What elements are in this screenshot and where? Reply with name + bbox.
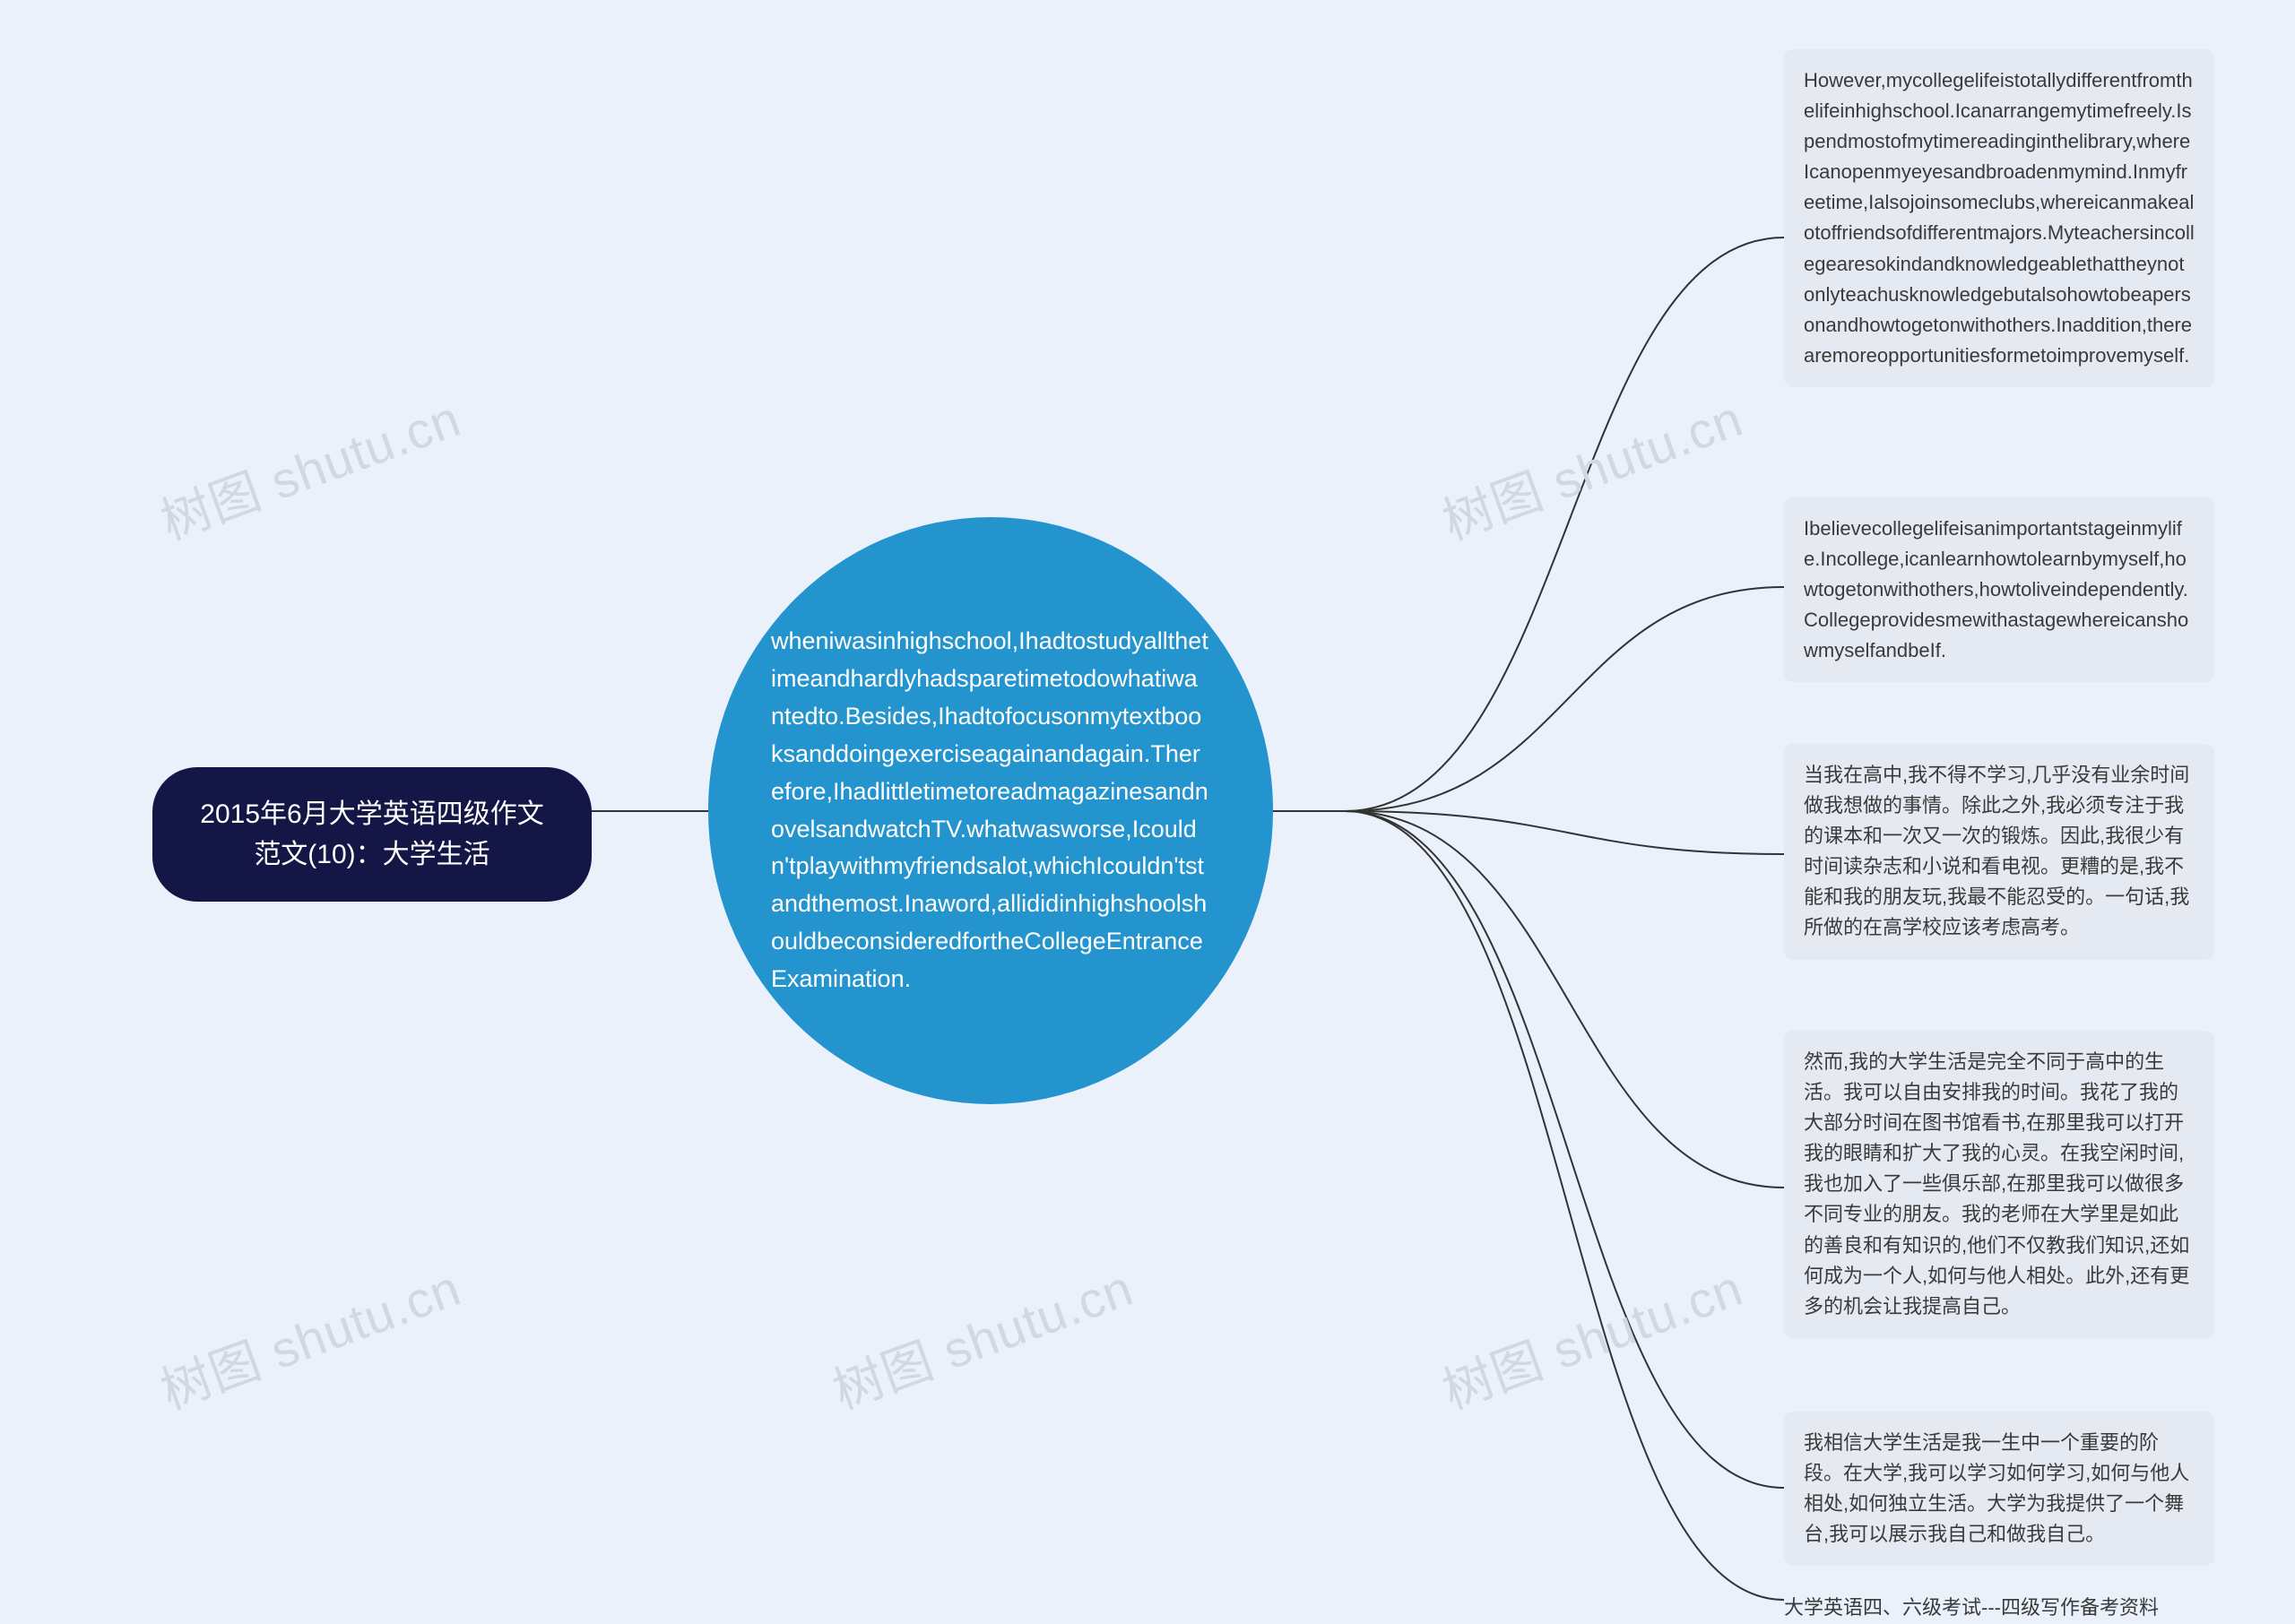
leaf-node-2[interactable]: 当我在高中,我不得不学习,几乎没有业余时间做我想做的事情。除此之外,我必须专注于… <box>1784 744 2214 960</box>
central-node-text: wheniwasinhighschool,Ihadtostudyalltheti… <box>771 623 1210 998</box>
leaf-text: 然而,我的大学生活是完全不同于高中的生活。我可以自由安排我的时间。我花了我的大部… <box>1804 1050 2189 1317</box>
edge-leaf-1 <box>1345 587 1784 811</box>
root-node-text: 2015年6月大学英语四级作文范文(10)：大学生活 <box>200 799 543 869</box>
edge-leaf-0 <box>1345 238 1784 811</box>
edge-leaf-2 <box>1345 811 1784 854</box>
mindmap-canvas: 树图 shutu.cn 树图 shutu.cn 树图 shutu.cn 树图 s… <box>0 0 2295 1620</box>
leaf-node-3[interactable]: 然而,我的大学生活是完全不同于高中的生活。我可以自由安排我的时间。我花了我的大部… <box>1784 1031 2214 1338</box>
leaf-node-1[interactable]: Ibelievecollegelifeisanimportantstageinm… <box>1784 497 2214 682</box>
leaf-footer: 大学英语四、六级考试---四级写作备考资料 <box>1784 1588 2214 1624</box>
edge-leaf-5 <box>1345 811 1784 1600</box>
leaf-text: Ibelievecollegelifeisanimportantstageinm… <box>1804 517 2188 661</box>
watermark: 树图 shutu.cn <box>822 1248 1142 1424</box>
central-node[interactable]: wheniwasinhighschool,Ihadtostudyalltheti… <box>708 517 1273 1104</box>
root-node[interactable]: 2015年6月大学英语四级作文范文(10)：大学生活 <box>152 767 592 902</box>
leaf-node-0[interactable]: However,mycollegelifeistotallydifferentf… <box>1784 49 2214 387</box>
watermark: 树图 shutu.cn <box>150 1248 470 1424</box>
watermark: 树图 shutu.cn <box>150 379 470 555</box>
watermark: 树图 shutu.cn <box>1432 379 1752 555</box>
edge-leaf-3 <box>1345 811 1784 1188</box>
leaf-text: 当我在高中,我不得不学习,几乎没有业余时间做我想做的事情。除此之外,我必须专注于… <box>1804 764 2189 938</box>
leaf-text: However,mycollegelifeistotallydifferentf… <box>1804 69 2195 367</box>
watermark: 树图 shutu.cn <box>1432 1248 1752 1424</box>
edge-leaf-4 <box>1345 811 1784 1488</box>
leaf-footer-text: 大学英语四、六级考试---四级写作备考资料 <box>1784 1596 2159 1619</box>
leaf-node-4[interactable]: 我相信大学生活是我一生中一个重要的阶段。在大学,我可以学习如何学习,如何与他人相… <box>1784 1412 2214 1566</box>
leaf-text: 我相信大学生活是我一生中一个重要的阶段。在大学,我可以学习如何学习,如何与他人相… <box>1804 1431 2189 1545</box>
